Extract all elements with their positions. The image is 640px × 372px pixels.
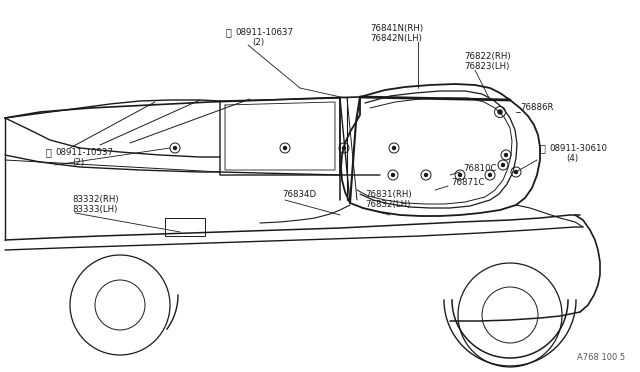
Text: Ⓝ: Ⓝ [225,27,231,37]
Text: 08911-10537: 08911-10537 [55,148,113,157]
Text: 83332(RH): 83332(RH) [72,195,118,204]
Circle shape [392,147,396,150]
Text: A768 100 5: A768 100 5 [577,353,625,362]
Circle shape [173,147,177,150]
Circle shape [488,173,492,176]
Text: 76822(RH): 76822(RH) [464,52,511,61]
Text: 76823(LH): 76823(LH) [464,62,509,71]
Text: 76832(LH): 76832(LH) [365,200,410,209]
Text: 83333(LH): 83333(LH) [72,205,117,214]
Text: 76886R: 76886R [520,103,554,112]
Circle shape [515,170,518,173]
Circle shape [502,164,504,167]
Text: (2): (2) [72,158,84,167]
Circle shape [458,173,461,176]
Circle shape [342,147,346,150]
Bar [165,218,205,236]
Circle shape [392,173,394,176]
Text: 76810C: 76810C [463,164,497,173]
Text: 76841N(RH): 76841N(RH) [370,24,423,33]
Circle shape [498,110,502,114]
Text: 76842N(LH): 76842N(LH) [370,34,422,43]
Text: 76831(RH): 76831(RH) [365,190,412,199]
Text: Ⓝ: Ⓝ [539,143,545,153]
Circle shape [424,173,428,176]
Text: 08911-10637: 08911-10637 [235,28,293,37]
Circle shape [284,147,287,150]
Text: (4): (4) [566,154,578,163]
Text: 08911-30610: 08911-30610 [549,144,607,153]
Circle shape [504,154,508,157]
Text: (2): (2) [252,38,264,47]
Text: 76871C: 76871C [451,178,484,187]
Text: Ⓝ: Ⓝ [45,147,51,157]
Text: 76834D: 76834D [282,190,316,199]
